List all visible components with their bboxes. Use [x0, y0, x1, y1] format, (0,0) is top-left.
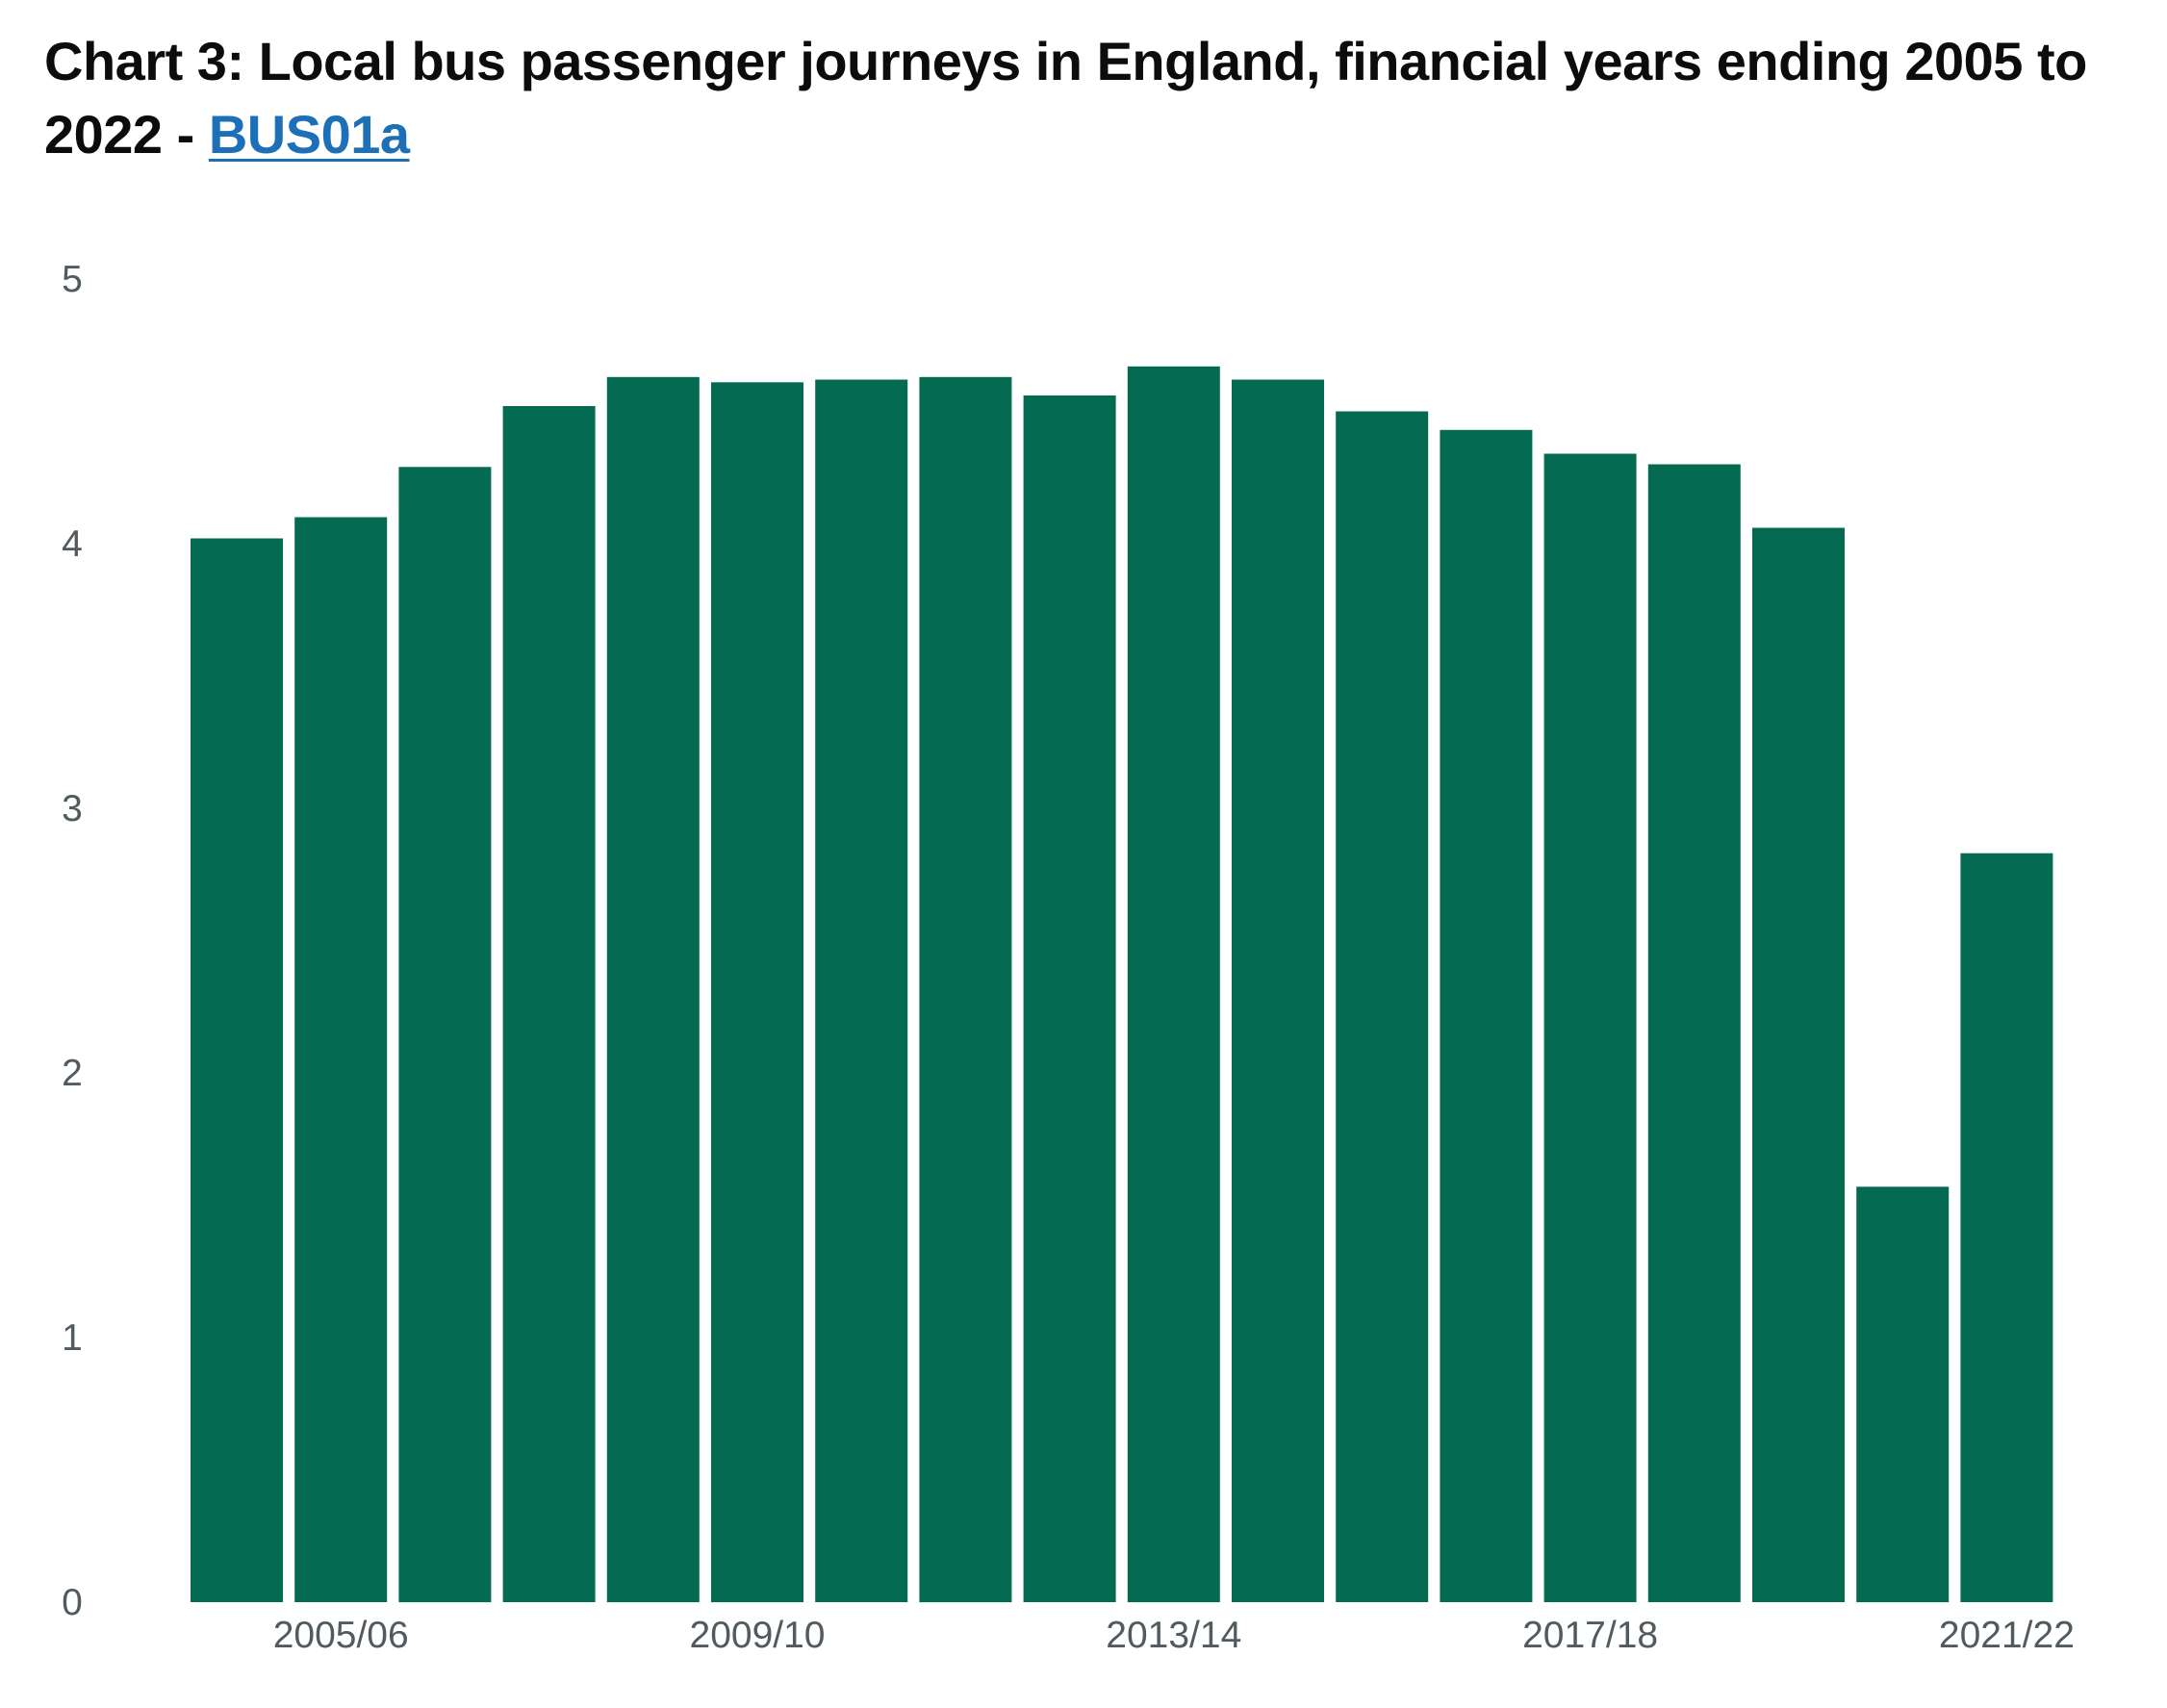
bar-2014-15: [1232, 379, 1324, 1602]
bar-2020-21: [1856, 1186, 1950, 1603]
x-tick-label: 2021/22: [1939, 1615, 2075, 1656]
bar-2005-06: [294, 517, 388, 1602]
bar-2018-19: [1647, 464, 1741, 1602]
x-tick-label: 2005/06: [273, 1615, 409, 1656]
bus01a-link[interactable]: BUS01a: [208, 104, 410, 165]
y-tick-label: 3: [62, 788, 83, 829]
y-tick-label: 5: [62, 259, 83, 300]
bar-2011-12: [919, 376, 1012, 1603]
bar-2007-08: [502, 406, 596, 1602]
y-tick-label: 0: [62, 1582, 83, 1623]
bar-2008-09: [606, 376, 700, 1603]
bar-2017-18: [1543, 453, 1637, 1602]
x-tick-label: 2009/10: [690, 1615, 826, 1656]
y-tick-label: 2: [62, 1053, 83, 1094]
bar-2009-10: [711, 382, 803, 1603]
x-tick-label: 2013/14: [1106, 1615, 1241, 1656]
x-tick-label: 2017/18: [1522, 1615, 1658, 1656]
bar-2015-16: [1336, 411, 1429, 1602]
x-axis-ticks: 2005/06 2009/10 2013/14 2017/18 2021/22: [273, 1615, 2075, 1656]
bar-2019-20: [1752, 527, 1845, 1602]
bar-2016-17: [1440, 429, 1533, 1602]
y-tick-label: 4: [62, 523, 83, 565]
chart-title-text: Chart 3: Local bus passenger journeys in…: [44, 31, 2087, 165]
bar-2021-22: [1960, 853, 2053, 1602]
chart-title: Chart 3: Local bus passenger journeys in…: [44, 25, 2113, 171]
y-axis-ticks: 0 1 2 3 4 5: [62, 259, 83, 1623]
y-tick-label: 1: [62, 1317, 83, 1359]
bar-2006-07: [398, 467, 492, 1603]
bar-2012-13: [1023, 395, 1116, 1602]
bar-2013-14: [1127, 366, 1220, 1603]
bar-2010-11: [815, 379, 908, 1602]
bars: [191, 366, 2053, 1603]
bar-2004-05: [191, 538, 283, 1602]
